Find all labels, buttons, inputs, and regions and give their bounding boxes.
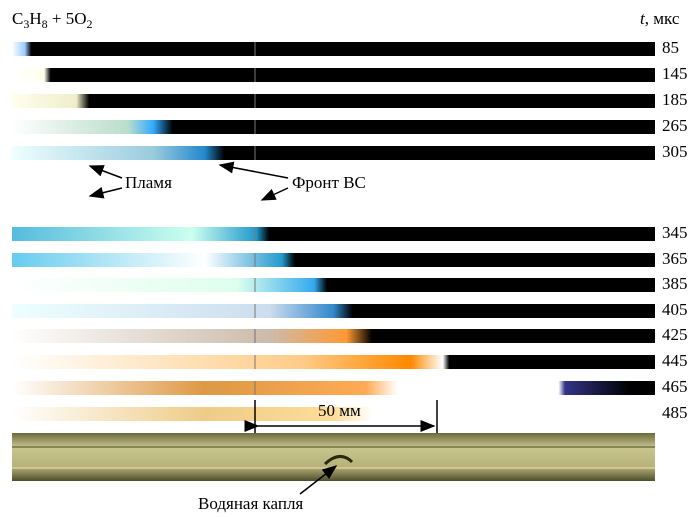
frame-strip xyxy=(12,94,655,108)
droplet-label: Водяная капля xyxy=(198,494,303,513)
time-value: 265 xyxy=(662,116,688,135)
frame-strip xyxy=(12,120,655,134)
time-value: 365 xyxy=(662,249,688,268)
arrow xyxy=(90,166,122,178)
frame-strip xyxy=(12,146,655,160)
frame-strip xyxy=(12,227,655,241)
time-value: 425 xyxy=(662,325,688,344)
frame-strip xyxy=(12,68,655,82)
time-value: 445 xyxy=(662,351,688,370)
frames: 85 145 185 265 305 345 365 385 405 425 445 465 485 xyxy=(12,38,688,422)
time-value: 465 xyxy=(662,377,688,396)
frame-strip xyxy=(12,278,655,292)
scale-label: 50 мм xyxy=(318,401,361,420)
arrow xyxy=(262,188,288,200)
front-label: Фронт ВС xyxy=(292,173,366,192)
frame-strip xyxy=(12,253,655,267)
time-value: 305 xyxy=(662,142,688,161)
figure: C3H8 + 5O2 t, мкс 85 145 185 265 305 345 365 38… xyxy=(0,0,700,517)
frame-strip xyxy=(12,381,655,395)
time-value: 185 xyxy=(662,90,688,109)
arrow xyxy=(90,188,122,196)
arrow xyxy=(220,165,288,178)
time-value: 405 xyxy=(662,300,688,319)
flame-label: Пламя xyxy=(125,173,172,192)
time-value: 85 xyxy=(662,38,679,57)
title: C3H8 + 5O2 xyxy=(12,9,93,31)
time-value: 385 xyxy=(662,274,688,293)
frame-strip xyxy=(12,329,655,343)
time-label: t, мкс xyxy=(640,9,680,28)
frame-strip xyxy=(12,355,655,369)
frame-strip xyxy=(12,42,655,56)
time-value: 145 xyxy=(662,64,688,83)
time-value: 485 xyxy=(662,403,688,422)
frame-strip xyxy=(12,304,655,318)
time-value: 345 xyxy=(662,223,688,242)
